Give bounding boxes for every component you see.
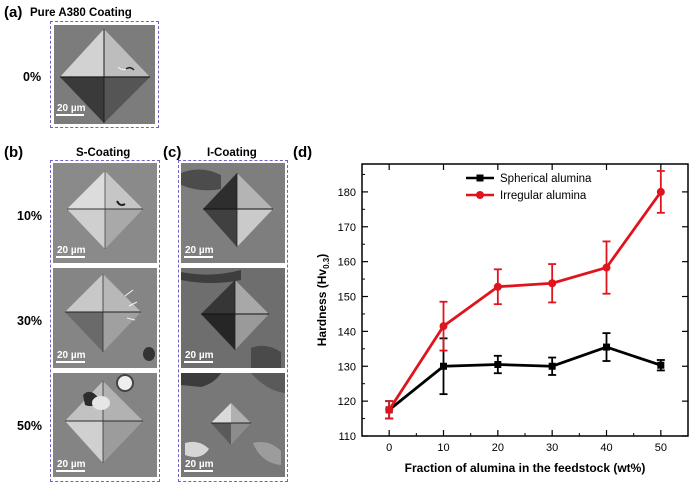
legend-label: Spherical alumina bbox=[500, 173, 592, 185]
legend-label: Irregular alumina bbox=[500, 190, 587, 202]
data-point-irregular bbox=[548, 279, 557, 288]
y-tick-label: 110 bbox=[338, 431, 356, 443]
sem-image-i-30: 20 µm bbox=[181, 268, 285, 368]
sem-image-i-10: 20 µm bbox=[181, 163, 285, 263]
y-tick-label: 130 bbox=[338, 361, 356, 373]
data-point-spherical bbox=[657, 361, 665, 369]
data-point-irregular bbox=[385, 405, 394, 414]
row-label-30: 30% bbox=[17, 314, 43, 328]
x-tick-label: 0 bbox=[386, 442, 392, 454]
sem-image-i-50: 20 µm bbox=[181, 373, 285, 477]
panel-c-frame bbox=[178, 160, 288, 482]
row-label-10: 10% bbox=[17, 209, 43, 223]
data-point-irregular bbox=[656, 187, 665, 196]
row-label-0: 0% bbox=[23, 70, 42, 84]
y-tick-label: 150 bbox=[338, 292, 356, 304]
scale-label-i-10: 20 µm bbox=[185, 245, 214, 256]
scale-label-i-30: 20 µm bbox=[185, 350, 214, 361]
hardness-chart: 110 120 130 140 150 160 170 180 0 10 20 30 40 50 Fract… bbox=[300, 155, 696, 491]
y-axis-label: Hardness (Hv0.3) bbox=[315, 254, 331, 347]
panel-c-letter: (c) bbox=[163, 144, 182, 161]
scale-label-s-30: 20 µm bbox=[57, 350, 86, 361]
panel-d-letter: (d) bbox=[293, 144, 313, 161]
y-tick-label: 140 bbox=[338, 326, 356, 338]
panel-c-title: I-Coating bbox=[207, 147, 257, 159]
sem-image-s-30: 20 µm bbox=[53, 268, 157, 368]
y-tick-label: 170 bbox=[338, 222, 356, 234]
y-tick-label: 120 bbox=[338, 396, 356, 408]
data-point-irregular bbox=[439, 322, 448, 331]
x-tick-label: 10 bbox=[437, 442, 449, 454]
scale-label-s-50: 20 µm bbox=[57, 459, 86, 470]
data-point-irregular bbox=[602, 263, 611, 272]
x-tick-label: 50 bbox=[655, 442, 667, 454]
panel-b-frame bbox=[50, 160, 160, 482]
panel-a-title: Pure A380 Coating bbox=[30, 7, 132, 19]
legend-marker bbox=[476, 191, 484, 199]
y-tick-label: 180 bbox=[338, 187, 356, 199]
x-tick-label: 30 bbox=[546, 442, 558, 454]
panel-b-title: S-Coating bbox=[76, 147, 131, 159]
y-tick-label: 160 bbox=[338, 257, 356, 269]
panel-b-letter: (b) bbox=[4, 144, 24, 161]
row-label-50: 50% bbox=[17, 419, 43, 433]
data-point-spherical bbox=[548, 362, 556, 370]
sem-image-s-50: 20 µm bbox=[53, 373, 157, 477]
sem-image-s-10: 20 µm bbox=[53, 163, 157, 263]
data-point-spherical bbox=[440, 362, 447, 370]
scale-label-pure: 20 µm bbox=[57, 103, 86, 114]
data-point-spherical bbox=[494, 361, 502, 369]
series-line-1 bbox=[387, 191, 662, 411]
legend-marker bbox=[476, 174, 484, 182]
panel-a-frame bbox=[50, 21, 159, 128]
data-point-spherical bbox=[603, 343, 610, 351]
series-line-0 bbox=[388, 345, 662, 411]
scale-label-s-10: 20 µm bbox=[57, 245, 86, 256]
scale-label-i-50: 20 µm bbox=[185, 459, 214, 470]
panel-a-letter: (a) bbox=[4, 4, 23, 21]
chart-svg: 110 120 130 140 150 160 170 180 0 10 20 30 40 50 Fract… bbox=[315, 163, 689, 475]
data-point-irregular bbox=[493, 282, 502, 291]
plot-frame bbox=[361, 163, 689, 437]
x-tick-label: 20 bbox=[492, 442, 504, 454]
sem-image-pure: 20 µm bbox=[54, 25, 155, 124]
x-tick-label: 40 bbox=[600, 442, 612, 454]
x-axis-label: Fraction of alumina in the feedstock (wt… bbox=[405, 461, 646, 475]
